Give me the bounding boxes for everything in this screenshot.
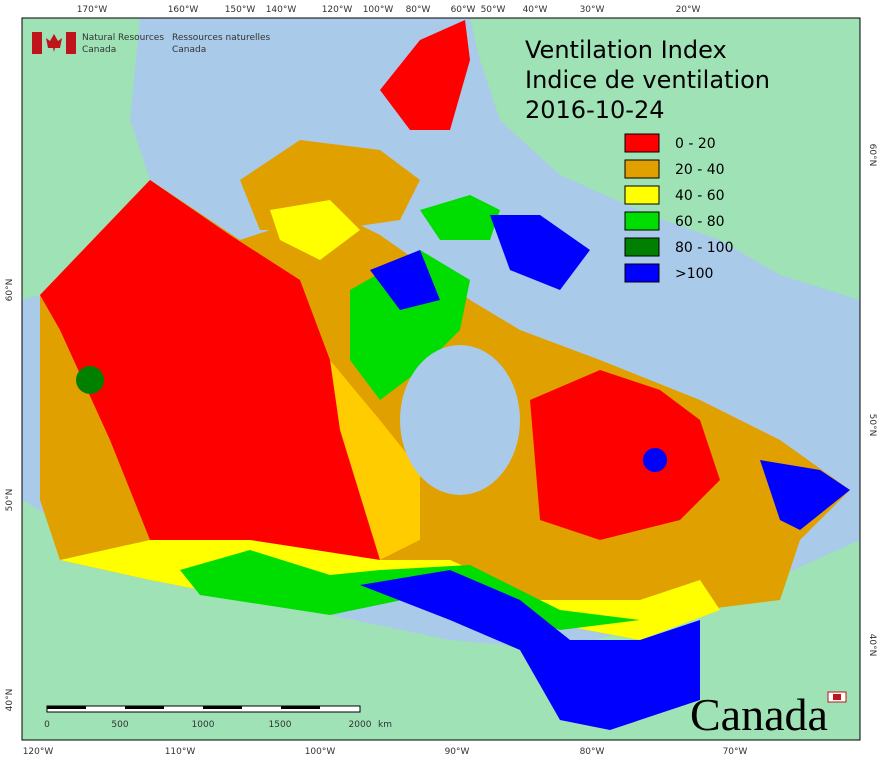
longitude-label: 60°W (451, 5, 476, 15)
scale-label: 1000 (192, 720, 215, 730)
longitude-label: 170°W (77, 5, 108, 15)
legend-swatch (624, 263, 660, 283)
longitude-label: 160°W (168, 5, 199, 15)
zone-blue-north (370, 250, 440, 310)
legend-label: >100 (675, 266, 713, 282)
zone-red-west (40, 180, 420, 560)
longitude-label: 120°W (322, 5, 353, 15)
hudson-bay (400, 345, 520, 495)
longitude-label: 90°W (445, 747, 470, 757)
zone-green-north (350, 250, 470, 400)
zone-red-quebec (530, 370, 720, 540)
agency-en: Natural Resources (82, 33, 164, 43)
longitude-label: 70°W (723, 747, 748, 757)
flag-bar (32, 32, 42, 54)
map-area (21, 17, 861, 741)
zone-blue-quebec (643, 448, 667, 472)
longitude-label: 140°W (266, 5, 297, 15)
longitude-label: 50°W (481, 5, 506, 15)
wordmark: Canada (690, 689, 828, 740)
scale-label: 500 (111, 720, 128, 730)
latitude-label: 60°N (5, 279, 15, 302)
latitude-label: 40°N (867, 634, 877, 657)
zone-blue-south (360, 570, 700, 730)
scale-label: 2000 (349, 720, 372, 730)
map-border (21, 17, 861, 741)
scale-unit: km (378, 720, 392, 730)
legend-swatch (624, 185, 660, 205)
longitude-label: 100°W (305, 747, 336, 757)
longitude-label: 40°W (523, 5, 548, 15)
scale-seg (47, 706, 86, 709)
latitude-label: 50°N (5, 489, 15, 512)
legend-swatch (624, 237, 660, 257)
agency-fr: Ressources naturelles (172, 33, 271, 43)
zone-blue-east (760, 460, 850, 530)
scale-seg (281, 706, 320, 709)
flag-leaf (46, 34, 62, 52)
longitude-label: 110°W (165, 747, 196, 757)
greenland (470, 18, 860, 300)
longitude-label: 20°W (676, 5, 701, 15)
alaska (22, 18, 150, 300)
zone-red-arctic (380, 20, 470, 130)
longitude-label: 120°W (23, 747, 54, 757)
zone-yellow-arctic (270, 200, 360, 260)
zone-blue-baffin (490, 215, 590, 290)
legend-label: 0 - 20 (675, 136, 716, 152)
latitude-label: 50°N (867, 414, 877, 437)
scale-seg (125, 706, 164, 709)
zone-darkgreen-bc (76, 366, 104, 394)
zone-green-baffin (420, 195, 500, 240)
latitude-label: 40°N (5, 689, 15, 712)
scale-label: 1500 (269, 720, 292, 730)
legend-label: 20 - 40 (675, 162, 725, 178)
scale-bar (46, 705, 361, 713)
longitude-label: 100°W (363, 5, 394, 15)
scale-label: 0 (44, 720, 50, 730)
zone-yellow-central (330, 360, 420, 560)
scale-seg (203, 706, 242, 709)
longitude-label: 80°W (580, 747, 605, 757)
legend-swatch (624, 133, 660, 153)
agency-en: Canada (82, 45, 116, 55)
longitude-label: 80°W (406, 5, 431, 15)
title-en: Ventilation Index (525, 36, 727, 64)
legend-swatch (624, 211, 660, 231)
legend-label: 60 - 80 (675, 214, 725, 230)
longitude-label: 150°W (225, 5, 256, 15)
latitude-label: 60°N (867, 144, 877, 167)
legend-label: 80 - 100 (675, 240, 734, 256)
legend-swatch (624, 159, 660, 179)
agency-fr: Canada (172, 45, 206, 55)
legend-label: 40 - 60 (675, 188, 725, 204)
title-fr: Indice de ventilation (525, 66, 770, 94)
agency-logo: Natural Resources Canada Ressources natu… (32, 32, 271, 55)
longitude-label: 30°W (580, 5, 605, 15)
wordmark-flag-leaf (833, 694, 841, 700)
flag-bar (66, 32, 76, 54)
title-date: 2016-10-24 (525, 96, 664, 124)
